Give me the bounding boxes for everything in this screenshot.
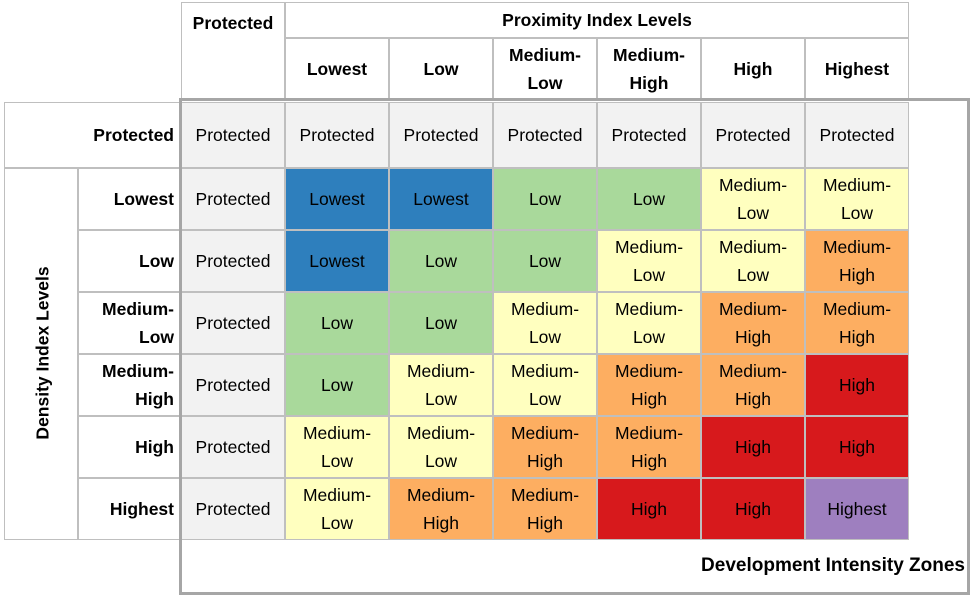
matrix-cell: Protected: [181, 416, 285, 478]
row-header-high: High: [78, 416, 181, 478]
matrix-cell: Low: [389, 292, 493, 354]
matrix-cell: Low: [597, 168, 701, 230]
matrix-cell: High: [701, 478, 805, 540]
density-index-levels-label: Density Index Levels: [32, 266, 53, 440]
column-header-low: Low: [389, 38, 493, 100]
matrix-cell: Protected: [181, 354, 285, 416]
matrix-cell: Highest: [805, 478, 909, 540]
matrix-cell: Protected: [597, 102, 701, 168]
matrix-cell: Medium- Low: [701, 168, 805, 230]
row-header-protected: Protected: [4, 102, 181, 168]
matrix-cell: Protected: [181, 168, 285, 230]
matrix-cell: Protected: [805, 102, 909, 168]
column-header-medium-high: Medium- High: [597, 38, 701, 100]
row-header-medium-high: Medium- High: [78, 354, 181, 416]
matrix-cell: Protected: [181, 478, 285, 540]
matrix-cell: Protected: [181, 292, 285, 354]
matrix-cell: Medium- Low: [389, 354, 493, 416]
matrix-cell: Medium- Low: [597, 230, 701, 292]
matrix-cell: Lowest: [285, 230, 389, 292]
matrix-cell: High: [701, 416, 805, 478]
proximity-index-header: Proximity Index Levels: [285, 2, 909, 38]
matrix-cell: Medium- Low: [389, 416, 493, 478]
column-header-lowest: Lowest: [285, 38, 389, 100]
matrix-cell: Medium- High: [389, 478, 493, 540]
development-intensity-zones-title: Development Intensity Zones: [701, 555, 965, 576]
matrix-cell: Protected: [493, 102, 597, 168]
column-header-high: High: [701, 38, 805, 100]
matrix-cell: Protected: [181, 102, 285, 168]
row-header-low: Low: [78, 230, 181, 292]
matrix-cell: High: [805, 354, 909, 416]
column-header-highest: Highest: [805, 38, 909, 100]
matrix-cell: Medium- High: [493, 478, 597, 540]
row-header-highest: Highest: [78, 478, 181, 540]
matrix-cell: Low: [493, 168, 597, 230]
matrix-cell: Protected: [285, 102, 389, 168]
matrix-cell: Medium- Low: [805, 168, 909, 230]
matrix-cell: Low: [285, 292, 389, 354]
matrix-cell: Protected: [701, 102, 805, 168]
matrix-cell: Medium- High: [493, 416, 597, 478]
matrix-cell: High: [805, 416, 909, 478]
matrix-cell: Protected: [389, 102, 493, 168]
matrix-cell: Medium- Low: [493, 292, 597, 354]
matrix-cell: Medium- High: [701, 292, 805, 354]
column-header-protected: Protected: [181, 2, 285, 100]
matrix-cell: Medium- High: [805, 292, 909, 354]
matrix-cell: Low: [493, 230, 597, 292]
matrix-cell: Medium- High: [701, 354, 805, 416]
matrix-cell: Low: [389, 230, 493, 292]
matrix-cell: Medium- Low: [285, 416, 389, 478]
matrix-cell: Medium- Low: [493, 354, 597, 416]
matrix-cell: Low: [285, 354, 389, 416]
matrix-cell: High: [597, 478, 701, 540]
matrix-cell: Medium- High: [597, 354, 701, 416]
column-header-medium-low: Medium- Low: [493, 38, 597, 100]
matrix-cell: Lowest: [389, 168, 493, 230]
density-index-levels-box: [4, 168, 78, 540]
row-header-medium-low: Medium- Low: [78, 292, 181, 354]
matrix-cell: Medium- High: [597, 416, 701, 478]
matrix-cell: Medium- Low: [701, 230, 805, 292]
matrix-cell: Medium- High: [805, 230, 909, 292]
row-header-lowest: Lowest: [78, 168, 181, 230]
matrix-cell: Lowest: [285, 168, 389, 230]
matrix-cell: Protected: [181, 230, 285, 292]
matrix-cell: Medium- Low: [285, 478, 389, 540]
matrix-cell: Medium- Low: [597, 292, 701, 354]
